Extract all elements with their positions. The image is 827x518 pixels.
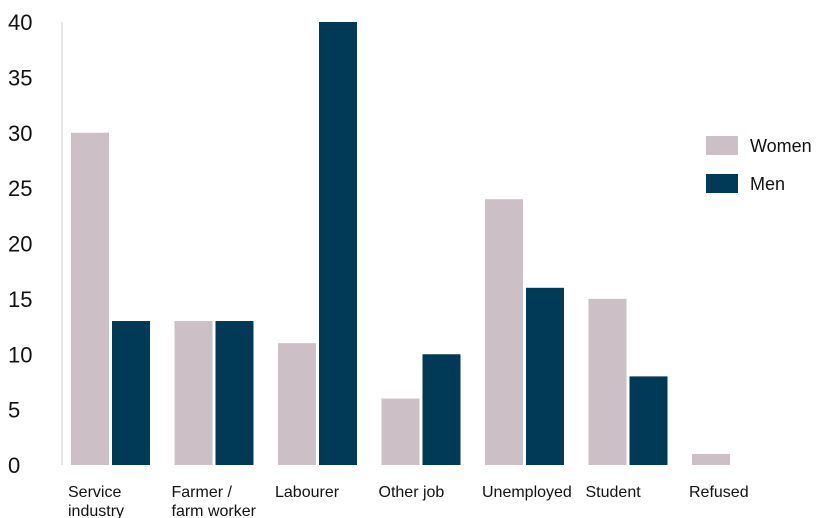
x-category-label: Farmer /	[172, 484, 233, 501]
y-tick-label: 20	[8, 232, 32, 257]
bar-women	[174, 321, 213, 465]
bar-women	[381, 398, 420, 465]
y-tick-label: 5	[8, 398, 20, 423]
x-category-label: Service	[68, 484, 121, 501]
bar-women	[71, 132, 109, 465]
x-category-label: farm worker	[172, 503, 257, 518]
bar-men	[319, 22, 357, 465]
legend-label-women: Women	[750, 136, 812, 156]
legend-swatch-women	[706, 136, 738, 155]
bar-men	[112, 321, 150, 465]
x-category-label: Labourer	[275, 484, 340, 501]
legend-swatch-men	[706, 174, 738, 193]
legend-label-men: Men	[750, 174, 785, 194]
bar-women	[278, 343, 316, 465]
x-category-label: industry	[68, 503, 124, 518]
y-tick-label: 35	[8, 65, 32, 90]
y-tick-label: 0	[8, 453, 20, 478]
x-category-label: Unemployed	[482, 484, 572, 501]
bar-men	[422, 354, 461, 465]
bars	[71, 22, 730, 465]
y-tick-label: 15	[8, 287, 32, 312]
x-axis-labels: Service industry Farmer / farm worker Labour…	[68, 484, 749, 518]
bar-men	[526, 287, 564, 465]
x-category-label: Other job	[379, 484, 445, 501]
x-category-label: Student	[586, 484, 642, 501]
y-tick-label: 30	[8, 121, 32, 146]
bar-men	[629, 376, 668, 465]
x-category-label: Refused	[689, 484, 749, 501]
bar-women	[485, 199, 523, 465]
bar-men	[215, 321, 254, 465]
y-axis-ticks: 0 5 10 15 20 25 30 35 40	[8, 10, 32, 478]
y-tick-label: 10	[8, 342, 32, 367]
y-tick-label: 40	[8, 10, 32, 35]
bar-women	[692, 453, 730, 465]
legend: Women Men	[706, 136, 812, 194]
y-tick-label: 25	[8, 176, 32, 201]
bar-women	[588, 298, 627, 465]
